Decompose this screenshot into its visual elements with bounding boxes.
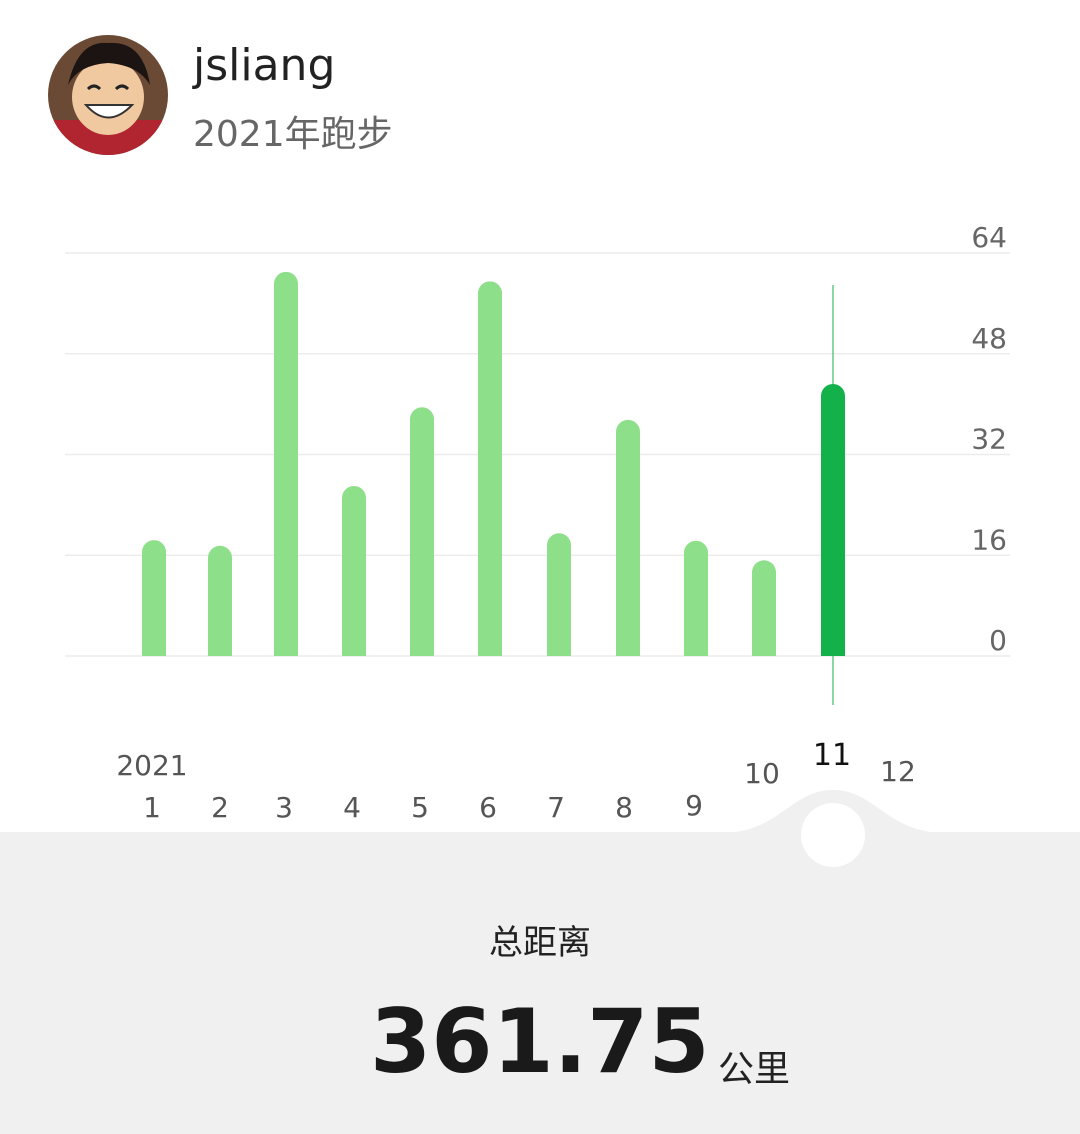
x-tick-label[interactable]: 5: [411, 791, 429, 824]
username: jsliang: [193, 40, 336, 91]
x-tick-label[interactable]: 12: [880, 755, 916, 788]
avatar[interactable]: [48, 35, 168, 155]
bar-month-5[interactable]: [410, 407, 434, 656]
y-tick-label: 0: [989, 624, 1007, 657]
total-distance-value: 361.75: [370, 990, 710, 1093]
x-tick-label[interactable]: 1: [143, 791, 161, 824]
bar-month-10[interactable]: [752, 560, 776, 656]
bar-month-2[interactable]: [208, 545, 232, 656]
x-tick-label[interactable]: 11: [813, 738, 851, 773]
x-tick-label[interactable]: 10: [744, 757, 780, 790]
y-tick-label: 64: [971, 221, 1007, 254]
year-label: 2021: [116, 749, 187, 782]
y-tick-label: 32: [971, 423, 1007, 456]
x-tick-label[interactable]: 3: [275, 791, 293, 824]
bar-month-6[interactable]: [478, 281, 502, 656]
bar-month-4[interactable]: [342, 485, 366, 656]
x-tick-label[interactable]: 8: [615, 791, 633, 824]
distance-unit: 公里: [718, 1049, 791, 1090]
subtitle: 2021年跑步: [193, 114, 393, 155]
bar-month-8[interactable]: [616, 419, 640, 656]
bar-month-3[interactable]: [274, 271, 298, 656]
y-tick-label: 48: [971, 322, 1007, 355]
y-tick-label: 16: [971, 523, 1007, 556]
total-distance-label: 总距离: [489, 923, 591, 963]
bar-month-1[interactable]: [142, 540, 166, 656]
avatar-image: [48, 35, 168, 155]
bar-month-9[interactable]: [684, 540, 708, 656]
x-tick-label[interactable]: 9: [685, 789, 703, 822]
summary-panel: [0, 832, 1080, 1134]
x-tick-label[interactable]: 4: [343, 791, 361, 824]
bar-month-7[interactable]: [547, 533, 571, 656]
x-tick-label[interactable]: 7: [547, 791, 565, 824]
selector-handle[interactable]: [801, 803, 865, 867]
x-tick-label[interactable]: 6: [479, 791, 497, 824]
bar-month-11[interactable]: [821, 383, 845, 656]
x-tick-label[interactable]: 2: [211, 791, 229, 824]
